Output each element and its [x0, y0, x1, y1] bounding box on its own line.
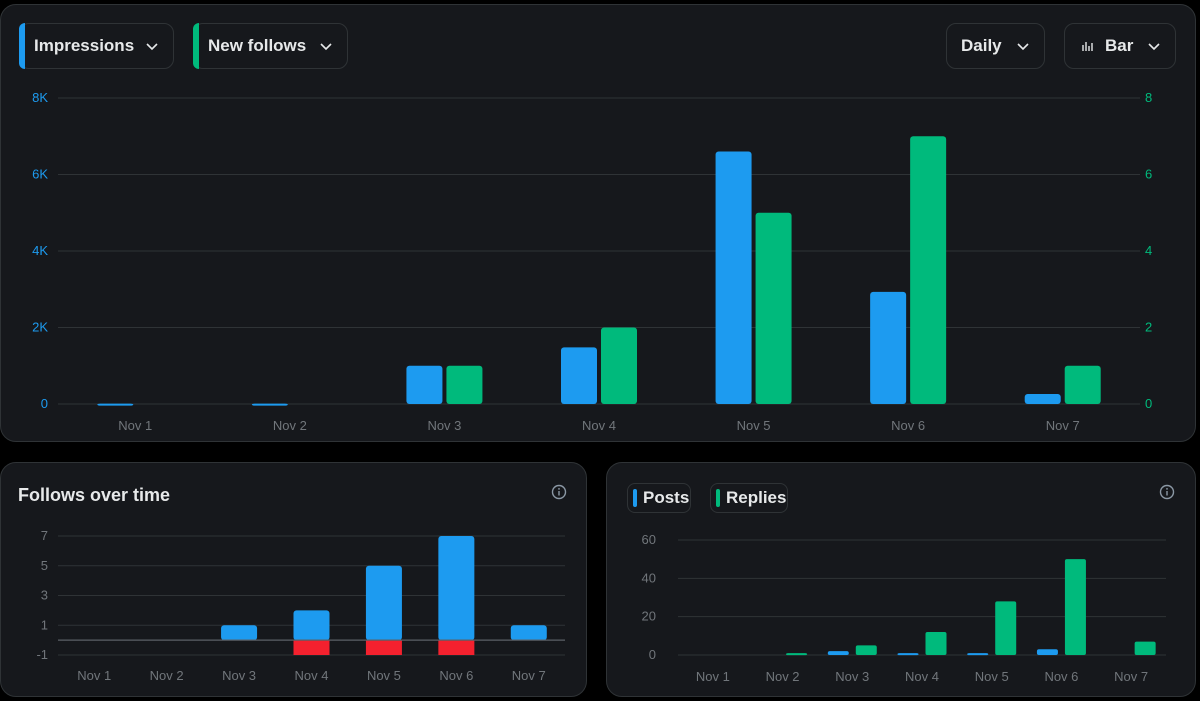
x-tick-label: Nov 3	[427, 418, 461, 433]
y-tick-label: 20	[642, 609, 656, 624]
replies-bar	[1135, 642, 1156, 655]
y-left-tick-label: 8K	[32, 90, 48, 105]
unfollows-bar	[438, 640, 474, 655]
impressions-bar	[716, 152, 752, 404]
follows-bar	[294, 610, 330, 640]
x-tick-label: Nov 5	[737, 418, 771, 433]
x-tick-label: Nov 1	[77, 668, 111, 683]
y-tick-label: -1	[36, 647, 48, 662]
posts-bar	[828, 651, 849, 655]
new-follows-bar	[1065, 366, 1101, 404]
y-left-tick-label: 4K	[32, 243, 48, 258]
y-left-tick-label: 2K	[32, 320, 48, 335]
impressions-bar	[870, 292, 906, 404]
y-right-tick-label: 6	[1145, 167, 1152, 182]
impressions-bar	[406, 366, 442, 404]
unfollows-bar	[294, 640, 330, 655]
main-chart-card: Impressions New follows Daily Bar 0 2K 4K 6…	[0, 4, 1196, 442]
x-tick-label: Nov 4	[295, 668, 329, 683]
x-tick-label: Nov 4	[582, 418, 616, 433]
main-chart: 0 2K 4K 6K 8K 0 2 4 6 8 Nov 1 Nov 2 Nov 3 Nov 4 Nov 5 N…	[0, 4, 1196, 442]
impressions-bar	[1025, 394, 1061, 404]
replies-bar	[856, 645, 877, 655]
x-tick-label: Nov 7	[512, 668, 546, 683]
x-tick-label: Nov 6	[1044, 669, 1078, 684]
follows-bar	[511, 625, 547, 640]
replies-bar	[1065, 559, 1086, 655]
new-follows-bar	[601, 328, 637, 405]
y-tick-label: 3	[41, 588, 48, 603]
follows-chart: 7 5 3 1 -1 Nov 1 Nov 2 Nov 3 Nov 4 Nov 5 Nov 6 Nov …	[0, 462, 587, 697]
x-tick-label: Nov 1	[696, 669, 730, 684]
impressions-bar	[252, 404, 288, 406]
impressions-bar	[97, 404, 133, 406]
new-follows-bar	[446, 366, 482, 404]
x-tick-label: Nov 6	[439, 668, 473, 683]
x-tick-label: Nov 6	[891, 418, 925, 433]
x-tick-label: Nov 5	[975, 669, 1009, 684]
y-right-tick-label: 8	[1145, 90, 1152, 105]
replies-bar	[995, 601, 1016, 655]
y-tick-label: 5	[41, 558, 48, 573]
y-tick-label: 60	[642, 532, 656, 547]
posts-bar	[967, 653, 988, 655]
posts-replies-chart: 0 20 40 60 Nov 1 Nov 2 Nov 3 Nov 4 Nov 5 Nov 6 Nov…	[606, 462, 1196, 697]
y-right-tick-label: 4	[1145, 243, 1152, 258]
y-left-tick-label: 0	[41, 396, 48, 411]
new-follows-bar	[756, 213, 792, 404]
y-tick-label: 0	[649, 647, 656, 662]
replies-bar	[926, 632, 947, 655]
impressions-bar	[561, 347, 597, 404]
y-right-tick-label: 0	[1145, 396, 1152, 411]
x-tick-label: Nov 4	[905, 669, 939, 684]
y-tick-label: 40	[642, 570, 656, 585]
unfollows-bar	[366, 640, 402, 655]
y-tick-label: 1	[41, 617, 48, 632]
follows-bar	[366, 566, 402, 640]
follows-bar	[438, 536, 474, 640]
x-tick-label: Nov 7	[1114, 669, 1148, 684]
replies-bar	[786, 653, 807, 655]
x-tick-label: Nov 2	[766, 669, 800, 684]
x-tick-label: Nov 5	[367, 668, 401, 683]
y-tick-label: 7	[41, 528, 48, 543]
x-tick-label: Nov 7	[1046, 418, 1080, 433]
x-tick-label: Nov 2	[273, 418, 307, 433]
follows-bar	[221, 625, 257, 640]
posts-bar	[898, 653, 919, 655]
y-left-tick-label: 6K	[32, 167, 48, 182]
posts-bar	[1037, 649, 1058, 655]
new-follows-bar	[910, 136, 946, 404]
y-right-tick-label: 2	[1145, 320, 1152, 335]
x-tick-label: Nov 3	[835, 669, 869, 684]
posts-card: Posts Replies 0 20 40 60 Nov 1 Nov 2 Nov 3 Nov …	[606, 462, 1196, 697]
x-tick-label: Nov 3	[222, 668, 256, 683]
x-tick-label: Nov 1	[118, 418, 152, 433]
x-tick-label: Nov 2	[150, 668, 184, 683]
